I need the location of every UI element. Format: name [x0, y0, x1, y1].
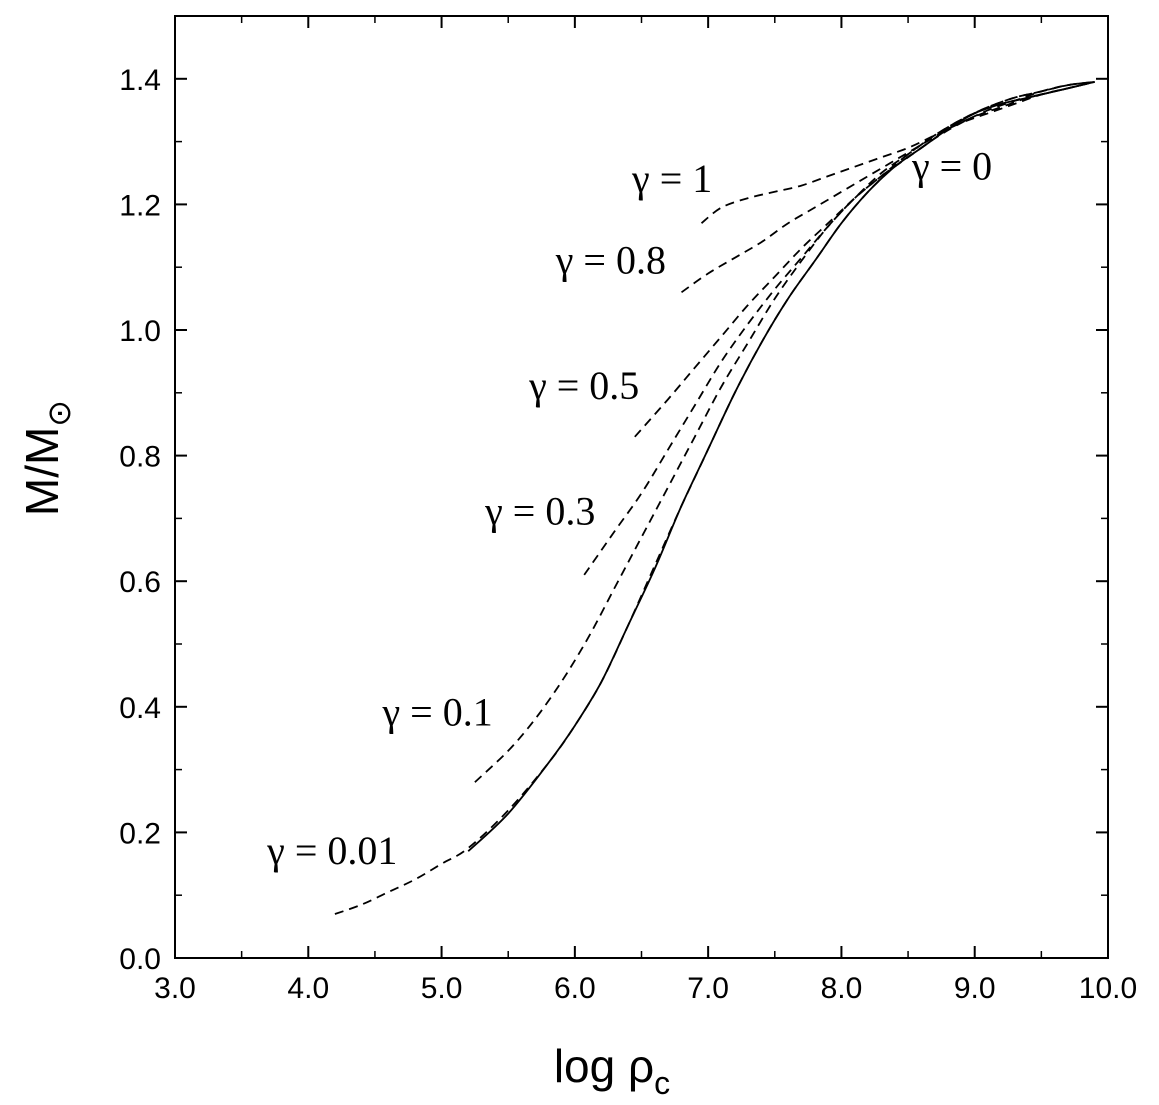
y-tick-label: 0.2	[119, 817, 161, 850]
tick-labels: 3.0 4.0 5.0 6.0 7.0 8.0 9.0 10.0 0.0 0.2 0.4 0.6 0.8…	[119, 64, 1137, 1005]
y-axis-title-subscript: ⊙	[41, 400, 77, 427]
y-tick-label: 1.4	[119, 64, 161, 97]
y-tick-label: 0.8	[119, 441, 161, 474]
x-tick-label: 3.0	[154, 972, 196, 1005]
x-axis-title-main: log ρ	[554, 1040, 654, 1092]
annotation-2: γ = 0.5	[528, 363, 639, 408]
y-tick-label: 0.0	[119, 943, 161, 976]
y-axis-title-main: M/M	[16, 427, 68, 516]
series-line-0	[467, 84, 1082, 852]
x-tick-label: 4.0	[287, 972, 329, 1005]
series-line-1	[334, 81, 1095, 915]
annotation-5: γ = 0.01	[266, 828, 397, 873]
y-tick-label: 0.6	[119, 566, 161, 599]
y-tick-label: 1.2	[119, 189, 161, 222]
series-line-4	[634, 81, 1095, 438]
y-tick-label: 0.4	[119, 692, 161, 725]
x-tick-label: 8.0	[821, 972, 863, 1005]
x-tick-label: 6.0	[554, 972, 596, 1005]
y-axis-title: M/M⊙	[16, 400, 77, 516]
x-tick-label: 5.0	[421, 972, 463, 1005]
series-line-3	[583, 81, 1095, 576]
series-line-6	[700, 81, 1095, 224]
x-tick-label: 10.0	[1079, 972, 1137, 1005]
annotations: γ = 1 γ = 0.8 γ = 0.5 γ = 0.3 γ = 0.1 γ = 0.0…	[266, 143, 992, 873]
series-line-5	[680, 81, 1095, 294]
series-group	[334, 81, 1095, 915]
annotation-1: γ = 0.8	[555, 237, 666, 282]
annotation-3: γ = 0.3	[484, 489, 595, 534]
x-tick-label: 9.0	[954, 972, 996, 1005]
x-tick-label: 7.0	[687, 972, 729, 1005]
x-axis-title: log ρc	[554, 1040, 670, 1101]
annotation-4: γ = 0.1	[381, 690, 492, 735]
annotation-0: γ = 1	[631, 156, 712, 201]
series-line-2	[474, 81, 1095, 783]
annotation-6: γ = 0	[911, 143, 992, 188]
x-axis-title-subscript: c	[654, 1065, 670, 1101]
y-tick-label: 1.0	[119, 315, 161, 348]
plot-frame	[174, 15, 1109, 959]
